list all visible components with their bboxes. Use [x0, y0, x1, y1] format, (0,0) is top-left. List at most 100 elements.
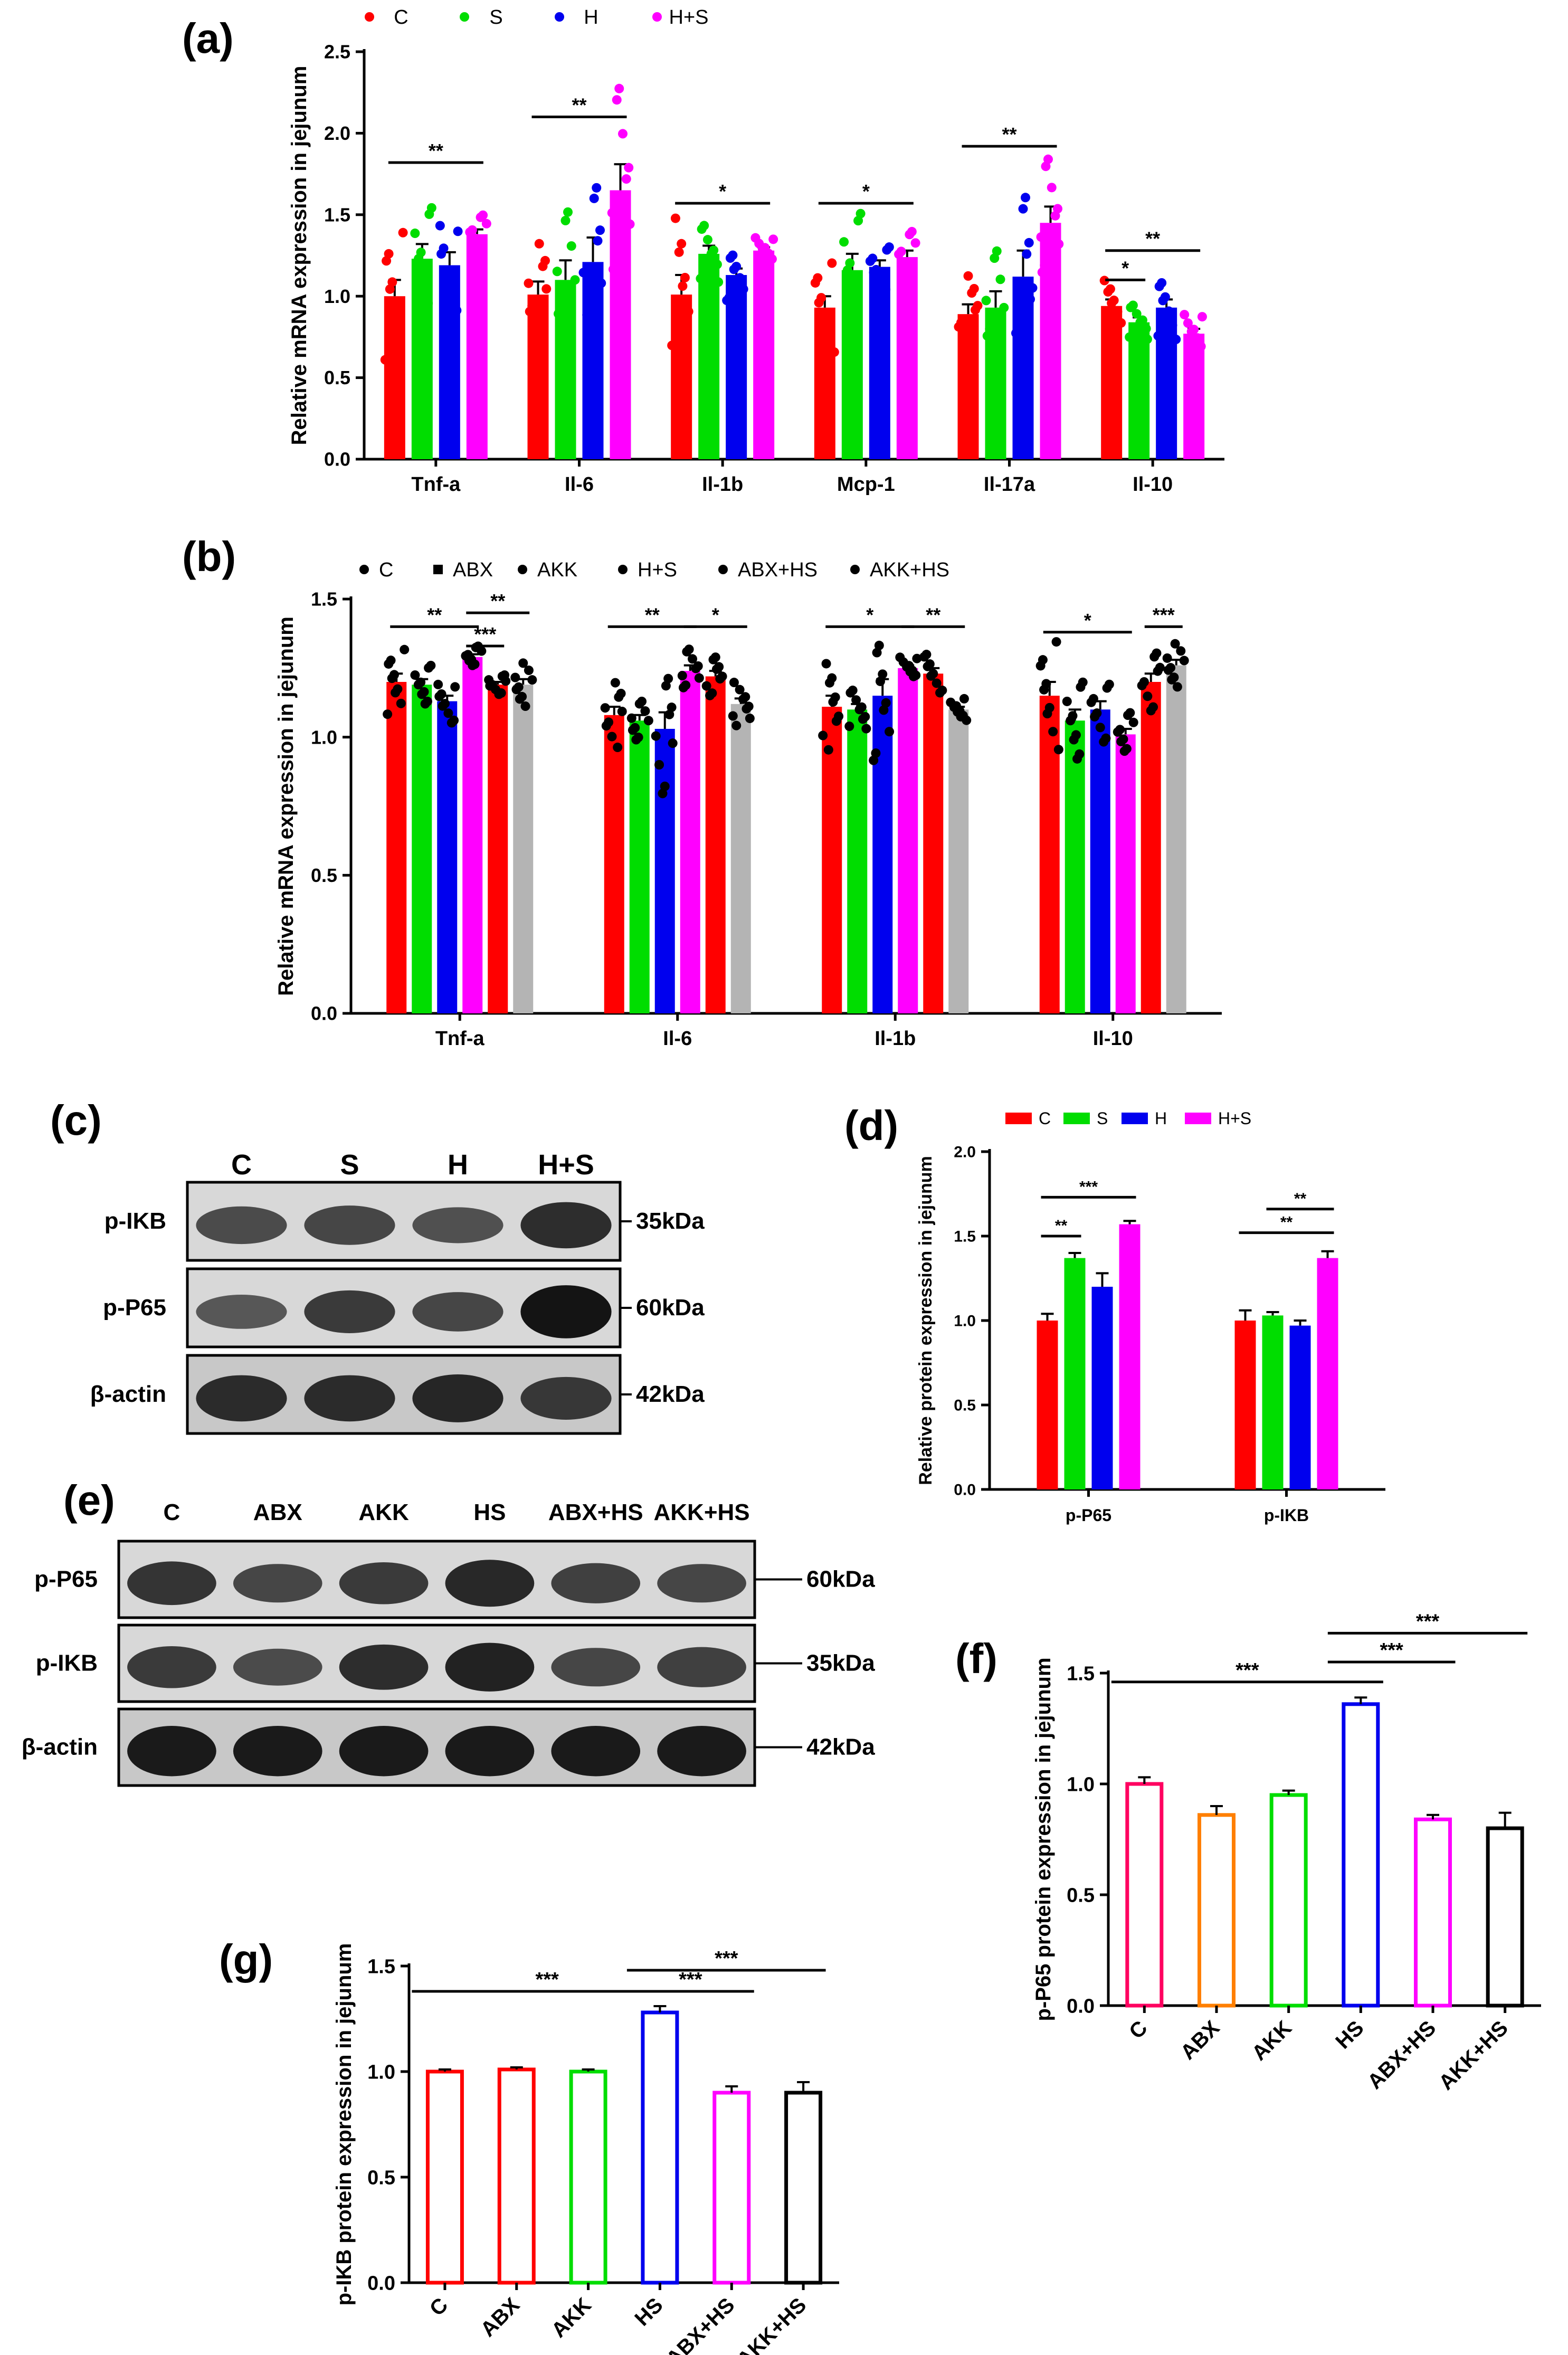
dot-a-1-3-5 [621, 174, 631, 184]
y-tick-label-d-2: 1.0 [954, 1313, 976, 1330]
dot-a-1-2-0 [588, 341, 598, 352]
dot-a-4-1-5 [999, 302, 1009, 312]
significance-f-0-label: *** [1236, 1659, 1259, 1682]
dot-b-0-1-8 [424, 663, 434, 673]
dot-a-5-2-5 [1171, 335, 1181, 345]
band-e-0-5 [657, 1564, 746, 1603]
dot-a-0-2-1 [435, 221, 445, 231]
dot-b-3-2-8 [1090, 711, 1100, 721]
bar-b-2-4 [923, 673, 944, 1013]
band-c-1-1 [304, 1290, 395, 1333]
dot-a-4-2-3 [1028, 283, 1038, 293]
dot-b-3-0-7 [1039, 685, 1049, 695]
dot-b-3-2-6 [1102, 683, 1112, 693]
dot-b-3-1-4 [1062, 696, 1072, 706]
category-label-d-1: p-IKB [1264, 1506, 1309, 1525]
dot-a-0-2-4 [446, 289, 456, 299]
y-tick-label-a-1: 0.5 [324, 367, 350, 388]
category-label-g-0: C [425, 2293, 453, 2321]
band-e-2-2 [339, 1726, 429, 1777]
band-c-0-2 [412, 1207, 503, 1243]
significance-g-2-label: *** [715, 1948, 738, 1970]
dot-a-5-0-7 [1107, 298, 1117, 308]
dot-a-5-3-6 [1190, 335, 1200, 345]
y-tick-label-a-2: 1.0 [324, 286, 350, 307]
dot-a-4-2-8 [1025, 294, 1035, 304]
band-e-0-4 [551, 1563, 641, 1603]
category-label-b-3: Il-10 [1093, 1028, 1133, 1050]
dot-b-3-4-6 [1149, 652, 1160, 662]
dot-b-0-5-6 [511, 685, 521, 695]
bar-g-2 [569, 2069, 607, 2285]
dot-b-3-3-8 [1123, 710, 1133, 720]
significance-b-8-label: *** [1153, 604, 1175, 625]
y-tick-label-f-3: 1.5 [1067, 1663, 1095, 1685]
dot-a-3-2-6 [882, 245, 892, 255]
category-label-a-5: Il-10 [1133, 473, 1173, 496]
category-label-a-3: Mcp-1 [837, 473, 895, 496]
band-c-2-0 [196, 1375, 287, 1422]
bar-b-1-1 [629, 720, 650, 1013]
y-tick-label-d-3: 1.5 [954, 1228, 976, 1246]
bar-b-3-3 [1115, 734, 1136, 1013]
category-label-g-1: ABX [476, 2293, 524, 2341]
bar-d-1-0 [1234, 1321, 1256, 1489]
legend-label-d-0: C [1039, 1109, 1051, 1128]
panel-f: 0.0 0.5 1.0 1.5 p-P65 protein expression in … [1032, 1610, 1541, 2094]
dot-a-0-1-6 [417, 279, 427, 289]
band-e-2-3 [445, 1726, 535, 1777]
dot-b-0-1-7 [420, 699, 430, 709]
dot-b-0-4-8 [485, 681, 495, 691]
dot-b-2-2-2 [878, 669, 888, 679]
band-e-2-5 [657, 1726, 746, 1777]
dot-a-0-2-8 [440, 271, 450, 281]
dot-a-1-2-3 [578, 268, 588, 278]
y-tick-label-d-0: 0.0 [954, 1482, 976, 1499]
dot-b-0-0-7 [387, 673, 397, 683]
dot-a-3-0-7 [814, 298, 824, 308]
lane-label-e-2: AKK [358, 1499, 409, 1525]
lane-label-c-1: S [340, 1149, 359, 1181]
legend-label-b-1: ABX [453, 559, 493, 581]
dot-b-2-4-5 [935, 688, 945, 698]
category-label-b-0: Tnf-a [435, 1028, 485, 1050]
bar-g-5 [784, 2091, 823, 2285]
lane-label-e-3: HS [473, 1499, 506, 1525]
legend-marker-d-2 [1122, 1113, 1148, 1124]
dot-a-3-2-7 [865, 256, 875, 266]
dot-a-2-2-5 [722, 296, 732, 306]
dot-a-4-3-1 [1036, 232, 1046, 242]
dot-a-5-2-8 [1162, 310, 1172, 320]
dot-b-1-0-7 [617, 706, 627, 716]
bar-b-0-3 [462, 657, 483, 1013]
panel-b: 0.0 0.5 1.0 1.5 Relative mRNA expression in … [274, 559, 1222, 1050]
dot-a-2-0-4 [667, 340, 677, 350]
band-c-0-1 [304, 1205, 395, 1245]
dot-a-1-1-6 [554, 309, 563, 319]
dot-b-2-4-4 [932, 678, 942, 688]
dot-a-4-0-4 [959, 335, 970, 345]
bar-b-3-4 [1141, 682, 1161, 1013]
size-label-c-2: 42kDa [636, 1381, 705, 1407]
significance-b-6-label: ** [926, 604, 940, 625]
legend-label-a-3: H+S [669, 6, 709, 29]
significance-a-6-label: ** [1145, 228, 1160, 250]
dot-b-3-1-7 [1072, 754, 1082, 764]
legend-marker-d-0 [1005, 1113, 1032, 1124]
panel-a: 0.0 0.5 1.0 1.5 2.0 2.5 Relative mRNA expressi… [288, 6, 1224, 496]
lane-label-e-5: AKK+HS [654, 1499, 750, 1525]
dot-a-3-3-7 [901, 272, 911, 282]
dot-b-2-2-5 [869, 755, 879, 765]
dot-a-5-1-8 [1126, 302, 1136, 312]
dot-a-2-1-5 [706, 249, 716, 259]
bar-a-3-2 [869, 267, 890, 459]
bar-a-0-3 [466, 234, 488, 459]
bar-g-0 [425, 2069, 464, 2285]
lane-label-c-0: C [231, 1149, 252, 1181]
panel-d: 0.0 0.5 1.0 1.5 2.0 Relative protein expressi… [916, 1109, 1385, 1525]
y-tick-label-f-1: 0.5 [1067, 1884, 1095, 1906]
legend-label-b-0: C [379, 559, 393, 581]
bar-g-4 [712, 2091, 751, 2285]
dot-b-1-2-4 [654, 760, 664, 770]
dot-a-5-2-7 [1158, 296, 1168, 306]
